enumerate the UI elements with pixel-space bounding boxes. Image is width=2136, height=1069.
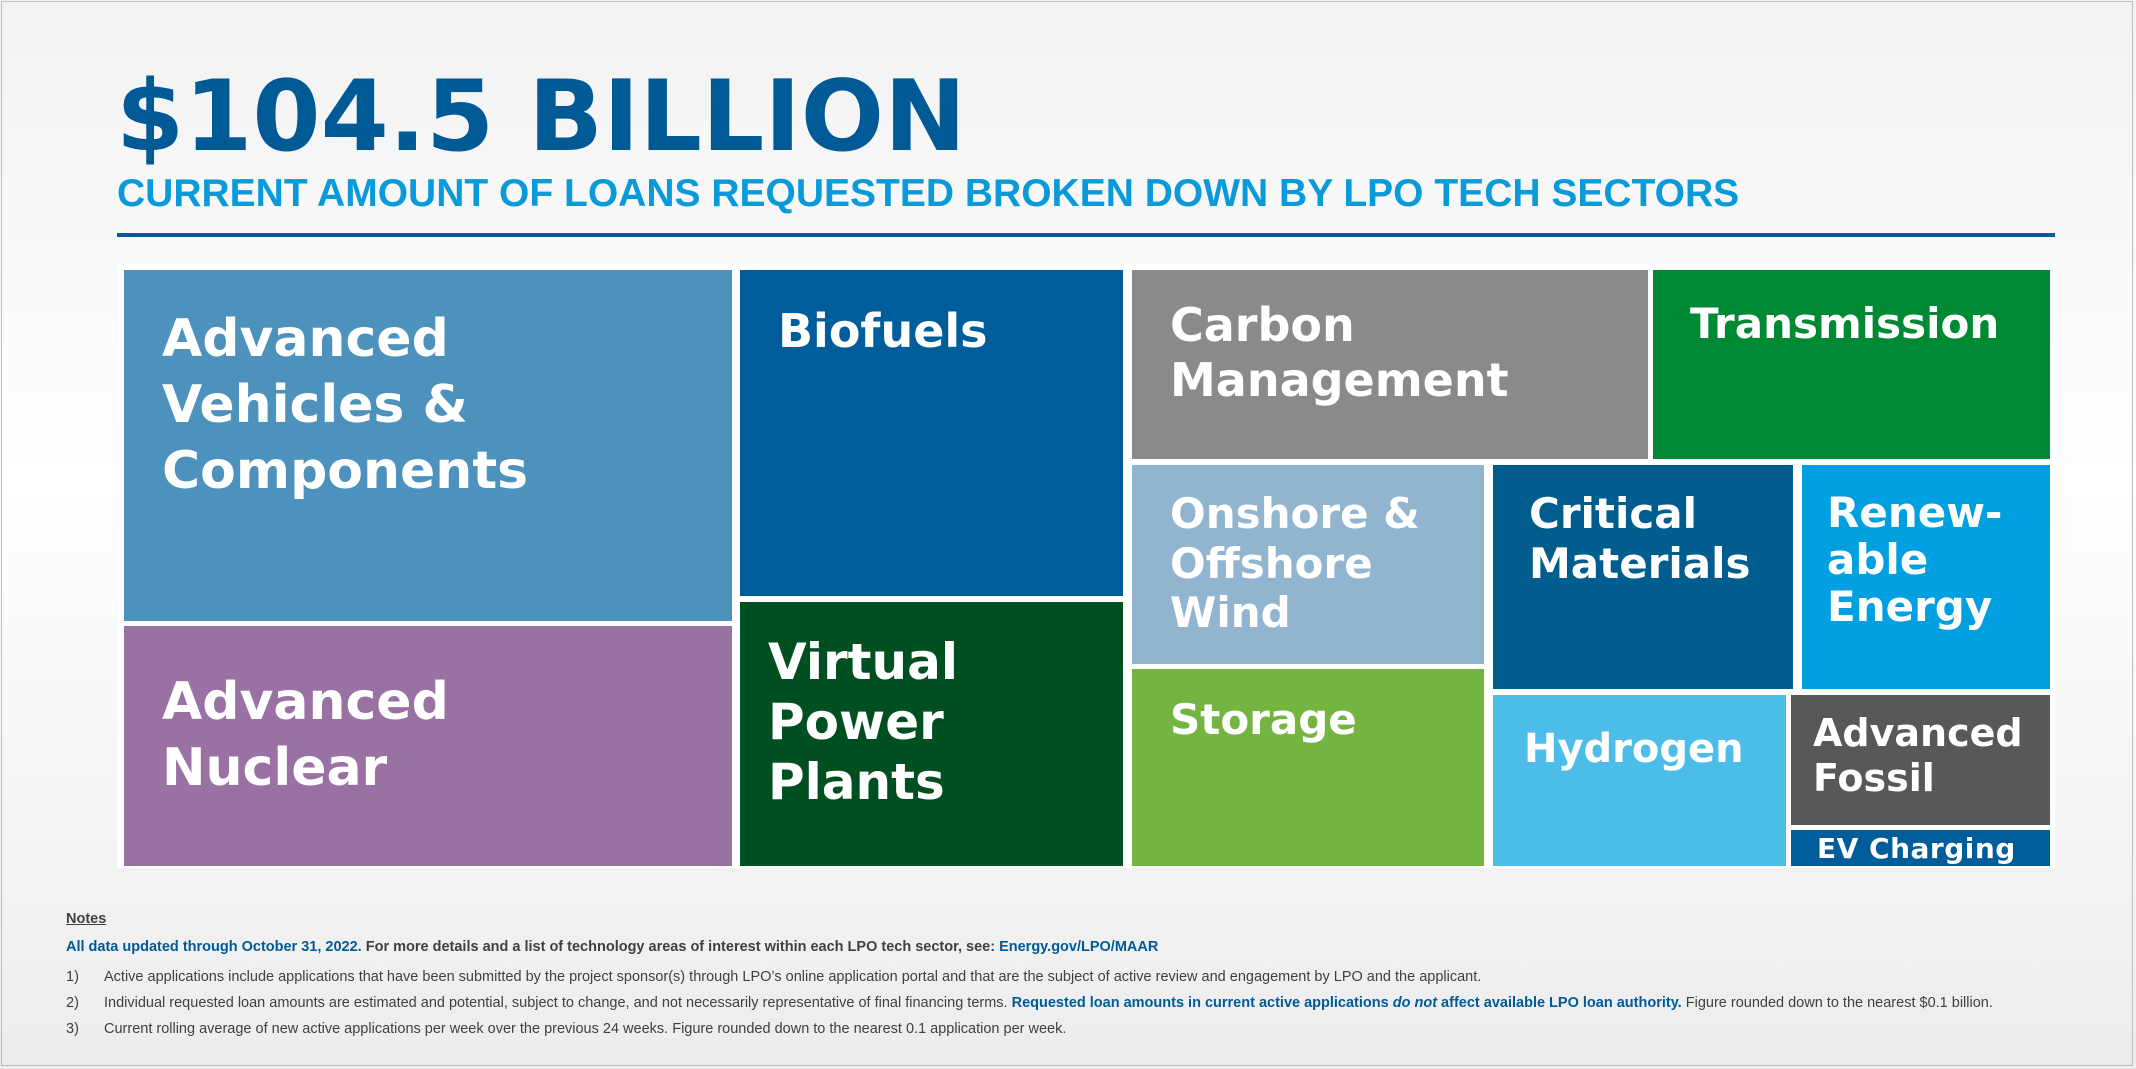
note-emphasis-italic: do not	[1392, 995, 1438, 1012]
note-text: Active applications include applications…	[104, 969, 1482, 985]
treemap-tile-label: Advanced Fossil	[1813, 711, 2023, 800]
treemap-tile-label: Carbon Management	[1170, 298, 1509, 408]
treemap-tile: Carbon Management	[1132, 270, 1648, 459]
treemap-tile-label: Biofuels	[778, 304, 988, 358]
notes-date: All data updated through October 31, 202…	[66, 939, 362, 955]
note-number: 1)	[66, 969, 79, 985]
treemap-tile: Biofuels	[740, 270, 1123, 596]
treemap-tile-label: Critical Materials	[1529, 489, 1751, 588]
note-text: Current rolling average of new active ap…	[104, 1021, 1067, 1038]
treemap-tile-label: Renew- able Energy	[1827, 488, 2003, 632]
note-text: Individual requested loan amounts are es…	[104, 994, 2076, 1012]
treemap-tile-label: Hydrogen	[1524, 726, 1744, 772]
treemap-tile: Onshore & Offshore Wind	[1132, 465, 1484, 664]
treemap-tile-label: Advanced Vehicles & Components	[162, 309, 529, 502]
subheadline: CURRENT AMOUNT OF LOANS REQUESTED BROKEN…	[117, 172, 1740, 215]
treemap-tile-label: Storage	[1170, 695, 1357, 744]
note-emphasis: Requested loan amounts in current active…	[1011, 995, 1393, 1012]
treemap-tile: EV Charging	[1791, 830, 2050, 866]
notes-intro-text: For more details and a list of technolog…	[361, 939, 1000, 955]
note-text-part: Individual requested loan amounts are es…	[104, 995, 1012, 1012]
note-item: 3) Current rolling average of new active…	[66, 1020, 2076, 1038]
treemap-tile: Advanced Fossil	[1791, 695, 2050, 825]
treemap-tile: Renew- able Energy	[1802, 465, 2050, 689]
notes-title: Notes	[66, 911, 107, 927]
treemap-tile: Critical Materials	[1493, 465, 1793, 689]
note-number: 2)	[66, 995, 79, 1012]
treemap-tile-label: Onshore & Offshore Wind	[1170, 489, 1420, 638]
note-item: 2) Individual requested loan amounts are…	[66, 994, 2076, 1012]
header-divider	[117, 233, 2055, 237]
treemap-tile: Hydrogen	[1493, 695, 1786, 866]
treemap-tile: Storage	[1132, 669, 1484, 866]
notes-link[interactable]: Energy.gov/LPO/MAAR	[999, 939, 1159, 955]
treemap-tile-label: EV Charging	[1817, 832, 2016, 865]
treemap-tile: Virtual Power Plants	[740, 602, 1123, 866]
treemap-tile: Advanced Vehicles & Components	[124, 270, 732, 621]
treemap-tile-label: Virtual Power Plants	[768, 633, 958, 811]
treemap-chart: Advanced Vehicles & Components Advanced N…	[117, 264, 2055, 868]
note-emphasis: affect available LPO loan authority.	[1437, 995, 1682, 1012]
headline-total: $104.5 BILLION	[116, 60, 967, 174]
notes-section: Notes All data updated through October 3…	[66, 911, 2076, 1046]
note-item: 1) Active applications include applicati…	[66, 968, 2076, 986]
treemap-tile-label: Advanced Nuclear	[162, 672, 449, 799]
notes-intro: All data updated through October 31, 202…	[66, 939, 2076, 955]
note-number: 3)	[66, 1021, 79, 1038]
note-text-part: Figure rounded down to the nearest $0.1 …	[1681, 995, 1993, 1012]
treemap-tile-label: Transmission	[1690, 299, 2000, 348]
treemap-tile: Advanced Nuclear	[124, 626, 732, 866]
treemap-tile: Transmission	[1653, 270, 2050, 459]
